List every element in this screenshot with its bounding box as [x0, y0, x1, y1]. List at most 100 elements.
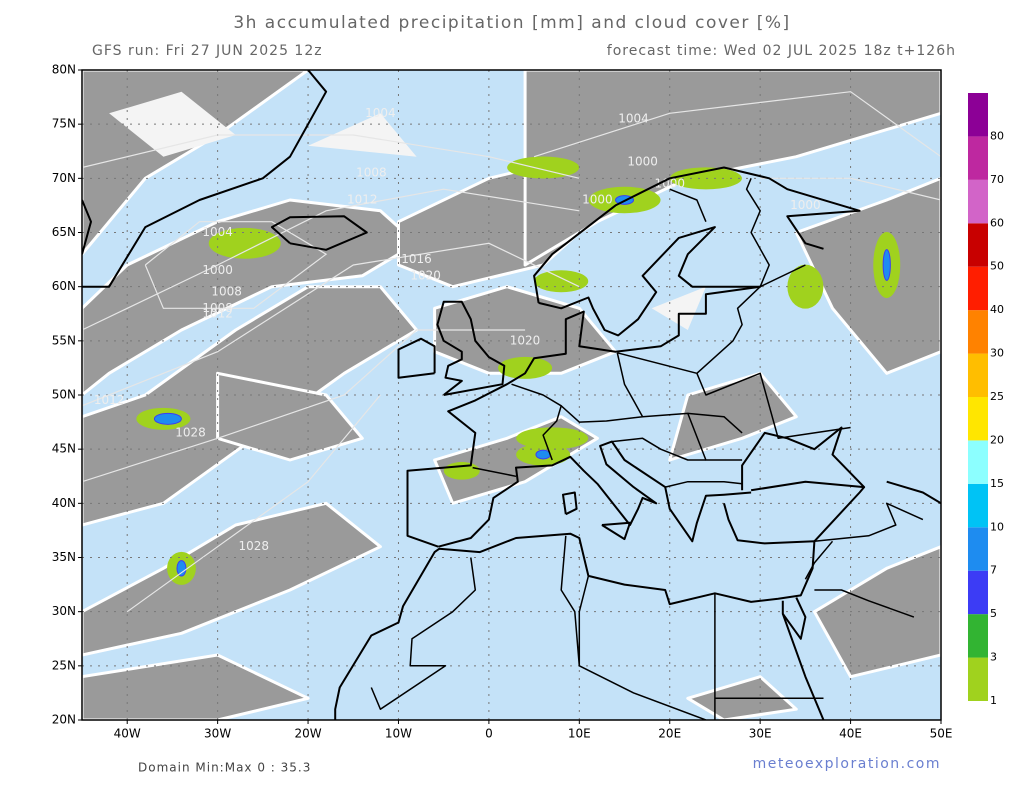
- isobar-label: 1000: [627, 155, 658, 169]
- lat-label: 45N: [52, 442, 76, 456]
- lat-label: 40N: [52, 496, 76, 510]
- legend-swatch: [968, 657, 988, 701]
- isobar-label: 1000: [654, 176, 685, 190]
- cloud-cover: [82, 653, 310, 720]
- cloud-cover: [812, 545, 941, 679]
- isobar: [82, 329, 526, 483]
- lon-label: 40W: [114, 727, 141, 741]
- legend-swatch: [968, 223, 988, 267]
- border: [511, 383, 562, 461]
- isobar-label: 1000: [790, 198, 821, 212]
- legend-label: 40: [990, 303, 1004, 316]
- lat-label: 70N: [52, 171, 76, 185]
- legend-label: 1: [990, 694, 997, 707]
- precip-area: [208, 227, 281, 259]
- coastline: [334, 503, 816, 720]
- legend-label: 5: [990, 607, 997, 620]
- legend-swatch: [968, 353, 988, 397]
- isobar: [533, 91, 941, 158]
- isobar-label: 1008: [202, 301, 233, 315]
- precip-core: [176, 560, 187, 577]
- coastline: [886, 480, 941, 505]
- precip-area: [669, 167, 742, 190]
- isobar: [82, 134, 580, 179]
- coastline: [436, 300, 506, 396]
- precip-area: [498, 356, 553, 379]
- coastline: [82, 70, 328, 288]
- border: [665, 480, 743, 488]
- legend-swatch: [968, 310, 988, 354]
- lat-label: 60N: [52, 279, 76, 293]
- legend-swatch: [968, 483, 988, 528]
- precip-core: [882, 249, 891, 281]
- coastline: [538, 226, 761, 337]
- lat-label: 35N: [52, 550, 76, 564]
- isobar-label: 1020: [510, 333, 541, 347]
- lat-label: 65N: [52, 225, 76, 239]
- precip-area: [516, 427, 589, 450]
- legend-swatch: [968, 266, 988, 311]
- legend-label: 70: [990, 173, 1004, 186]
- isobar-label: 1008: [211, 285, 242, 299]
- legend-label: 15: [990, 477, 1004, 490]
- legend-swatch: [968, 527, 988, 571]
- lat-label: 50N: [52, 388, 76, 402]
- lat-label: 75N: [52, 117, 76, 131]
- lon-label: 20W: [294, 727, 321, 741]
- isobar-label: 1020: [410, 268, 441, 282]
- precip-area: [443, 462, 480, 480]
- border: [804, 540, 834, 580]
- precip-area: [787, 264, 824, 309]
- isobar: [144, 221, 328, 309]
- lon-label: 10E: [568, 727, 591, 741]
- legend-label: 80: [990, 129, 1004, 142]
- legend-swatch: [968, 570, 988, 615]
- high-cloud: [109, 91, 236, 157]
- border: [669, 188, 707, 222]
- legend-label: 3: [990, 651, 997, 664]
- legend-label: 25: [990, 390, 1004, 403]
- run-info: GFS run: Fri 27 JUN 2025 12z: [92, 43, 323, 59]
- border: [472, 466, 517, 478]
- coastline: [406, 285, 761, 548]
- legend-label: 7: [990, 564, 997, 577]
- high-cloud: [308, 113, 417, 157]
- isobar-label: 1012: [347, 193, 378, 207]
- coastline: [601, 521, 631, 541]
- lon-label: 30E: [749, 727, 772, 741]
- credit: meteoexploration.com: [753, 756, 941, 772]
- legend-swatch: [968, 136, 988, 180]
- border: [370, 557, 477, 710]
- legend-label: 60: [990, 216, 1004, 229]
- isobar-label: 1000: [582, 193, 613, 207]
- lat-label: 80N: [52, 63, 76, 77]
- lat-label: 55N: [52, 333, 76, 347]
- isobar-label: 1028: [239, 539, 270, 553]
- legend-label: 30: [990, 347, 1004, 360]
- border: [696, 264, 806, 374]
- lat-label: 30N: [52, 604, 76, 618]
- border: [560, 535, 581, 666]
- border: [617, 352, 851, 440]
- legend-swatch: [968, 614, 988, 658]
- lat-label: 25N: [52, 658, 76, 672]
- coastline: [270, 215, 368, 251]
- coastline: [533, 166, 861, 304]
- legend-swatch: [968, 397, 988, 441]
- isobar-label: 1012: [94, 393, 125, 407]
- border: [578, 575, 707, 720]
- title: 3h accumulated precipitation [mm] and cl…: [233, 13, 790, 33]
- isobar-label: 1004: [618, 111, 649, 125]
- map-area: 1004100810041000100010081012100410001008…: [82, 70, 941, 720]
- border: [687, 412, 743, 434]
- border: [745, 178, 770, 287]
- isobar-label: 1004: [365, 106, 396, 120]
- border: [814, 589, 915, 618]
- forecast-info: forecast time: Wed 02 JUL 2025 18z t+126…: [607, 43, 956, 59]
- coastline: [397, 337, 436, 379]
- legend-label: 20: [990, 433, 1004, 446]
- isobar-label: 1012: [202, 306, 233, 320]
- coastline: [781, 613, 825, 720]
